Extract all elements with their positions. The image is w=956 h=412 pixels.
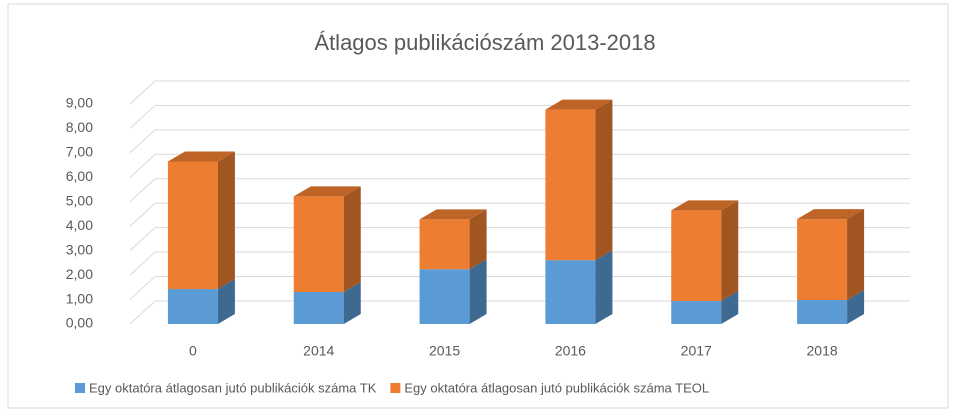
y-tick-label: 1,00 xyxy=(66,290,93,306)
bar-front xyxy=(671,210,722,302)
bar-side xyxy=(721,291,739,324)
bar-front xyxy=(293,196,344,292)
y-tick-label: 6,00 xyxy=(66,168,93,184)
bar-top xyxy=(797,209,865,220)
bar-top xyxy=(671,200,739,211)
bar-front xyxy=(545,109,596,261)
bar-side xyxy=(217,151,235,290)
grid-line xyxy=(129,202,910,227)
x-tick-label: 2017 xyxy=(681,343,712,359)
bar-top xyxy=(293,186,361,197)
grid-line xyxy=(129,129,910,154)
bar-front xyxy=(797,219,848,301)
grid-line xyxy=(129,251,910,276)
bar-side xyxy=(595,99,613,261)
bar-front xyxy=(671,301,722,324)
x-tick-label: 2015 xyxy=(429,343,460,359)
bar-side xyxy=(721,200,739,302)
bar-side xyxy=(847,209,865,301)
bar-top xyxy=(167,151,235,162)
legend-label: Egy oktatóra átlagosan jutó publikációk … xyxy=(89,380,377,395)
y-tick-label: 9,00 xyxy=(66,95,93,111)
grid-line xyxy=(129,300,910,325)
bar-front xyxy=(293,291,344,324)
x-tick-label: 0 xyxy=(189,343,197,359)
y-tick-label: 3,00 xyxy=(66,241,93,257)
chart-title: Átlagos publikációszám 2013-2018 xyxy=(314,30,655,55)
x-tick-label: 2014 xyxy=(303,343,334,359)
y-tick-label: 4,00 xyxy=(66,217,93,233)
grid-line xyxy=(129,104,910,129)
grid-line xyxy=(129,178,910,203)
legend-swatch xyxy=(75,383,85,393)
chart-border xyxy=(7,3,949,409)
bar-side xyxy=(343,281,361,324)
bar-side xyxy=(595,250,613,324)
bar-front xyxy=(419,269,470,324)
bar-side xyxy=(847,290,865,324)
bar-front xyxy=(167,161,218,290)
bar-front xyxy=(797,300,848,324)
y-tick-label: 8,00 xyxy=(66,119,93,135)
bar-side xyxy=(343,186,361,292)
legend-label: Egy oktatóra átlagosan jutó publikációk … xyxy=(404,380,709,395)
bar-side xyxy=(469,209,487,270)
bar-side xyxy=(469,259,487,324)
x-tick-label: 2018 xyxy=(807,343,838,359)
bar-side xyxy=(217,279,235,324)
bar-front xyxy=(167,289,218,324)
grid-line xyxy=(129,80,910,105)
y-tick-label: 7,00 xyxy=(66,144,93,160)
grid-line xyxy=(129,153,910,178)
grid-line xyxy=(129,227,910,252)
y-tick-label: 2,00 xyxy=(66,266,93,282)
grid-line xyxy=(129,276,910,300)
bar-top xyxy=(545,99,613,110)
y-tick-label: 0,00 xyxy=(66,315,93,331)
x-tick-label: 2016 xyxy=(555,343,586,359)
y-tick-label: 5,00 xyxy=(66,192,93,208)
bar-front xyxy=(545,260,596,324)
legend-swatch xyxy=(390,383,401,393)
bar-front xyxy=(419,219,470,270)
bar-top xyxy=(419,209,487,220)
